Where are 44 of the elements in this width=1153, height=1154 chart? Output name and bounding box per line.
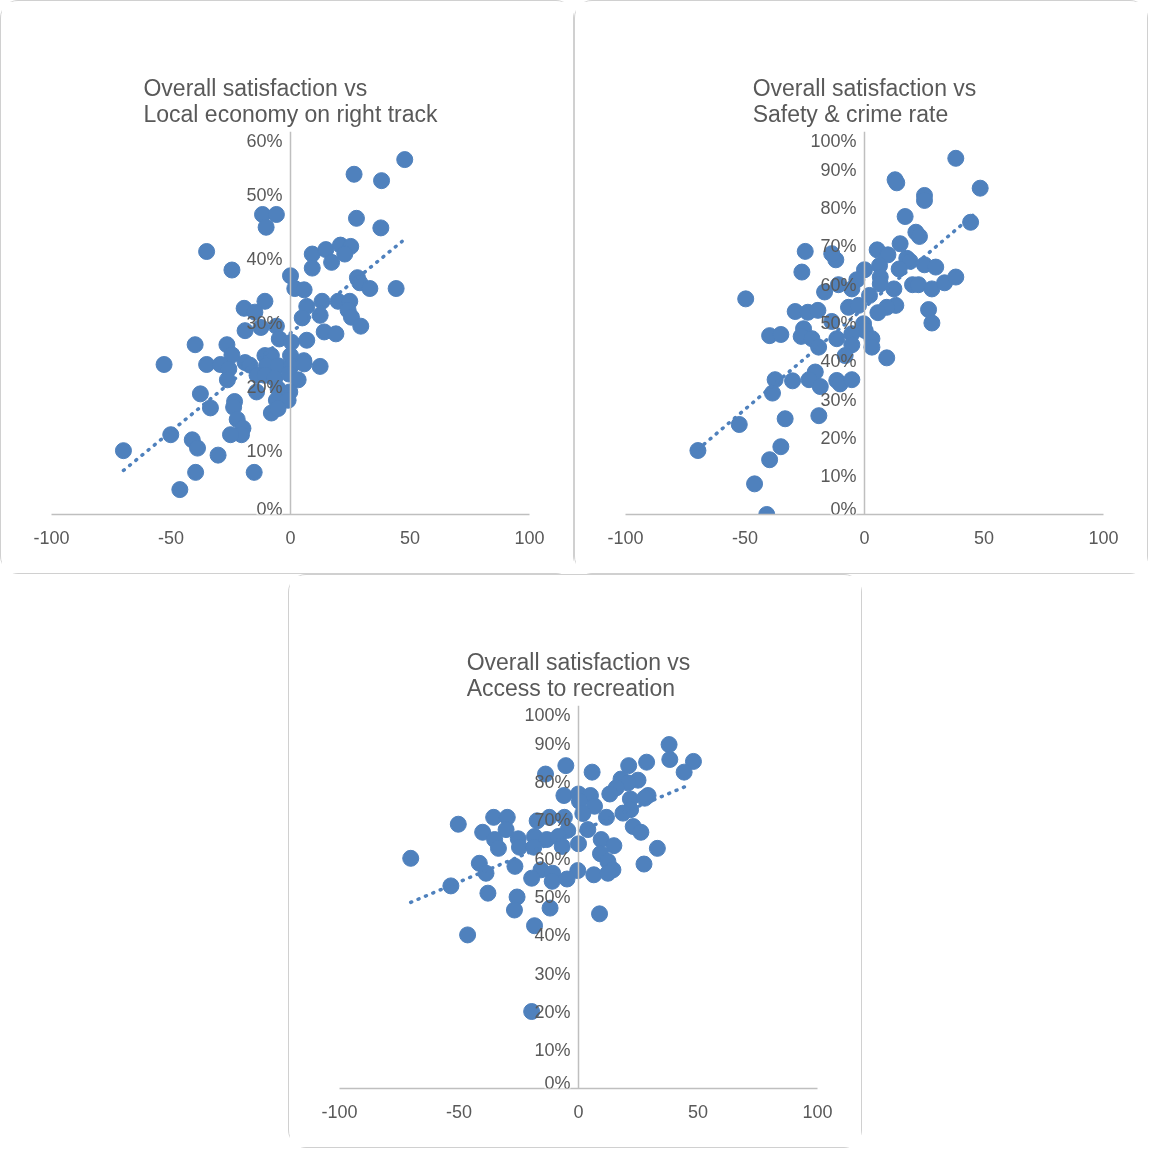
y-tick-label: 30% [820,389,857,410]
y-tick-label: 30% [534,963,571,984]
y-tick-label: 80% [534,772,571,793]
y-tick-label: 60% [820,274,857,295]
x-tick-label: -50 [445,1101,473,1122]
x-tick-label: 50 [399,527,421,548]
x-tick-label: 0 [285,527,296,548]
x-tick-label: 0 [859,527,870,548]
x-tick-label: 100 [1088,527,1119,548]
x-tick-label: -100 [33,527,70,548]
y-tick-label: 100% [810,130,857,151]
x-tick-label: 100 [514,527,545,548]
y-tick-label: 80% [820,198,857,219]
x-tick-label: -50 [157,527,185,548]
y-tick-label: 40% [820,351,857,372]
x-tick-label: -100 [607,527,644,548]
y-tick-label: 30% [246,313,283,333]
y-tick-label: 10% [534,1040,571,1061]
y-tick-label: 40% [246,249,283,270]
y-tick-label: 60% [534,848,571,869]
chart-title: Overall satisfaction vs Local economy on right track [143,74,439,127]
y-tick-label: 0% [256,498,283,519]
y-tick-label: 0% [544,1072,571,1093]
y-tick-label: 20% [820,427,857,448]
y-tick-label: 90% [820,159,857,180]
y-tick-label: 60% [246,130,283,151]
y-tick-label: 50% [534,887,571,907]
x-tick-label: 50 [687,1101,709,1122]
y-tick-label: 70% [534,810,571,831]
y-tick-label: 50% [246,185,283,206]
x-tick-label: -50 [731,527,759,548]
x-tick-label: 50 [973,527,995,548]
y-tick-label: 10% [820,466,857,487]
y-tick-label: 70% [820,236,857,257]
y-tick-label: 90% [534,733,571,754]
y-tick-label: 10% [246,440,283,461]
chart-title: Overall satisfaction vs Access to recreation [466,648,691,701]
x-tick-label: 100 [802,1101,833,1122]
y-tick-label: 0% [830,498,857,519]
x-tick-label: -100 [321,1101,358,1122]
y-tick-label: 100% [524,704,571,725]
chart-title: Overall satisfaction vs Safety & crime rate [752,74,977,127]
x-tick-label: 0 [573,1101,584,1122]
y-tick-label: 40% [534,925,571,946]
